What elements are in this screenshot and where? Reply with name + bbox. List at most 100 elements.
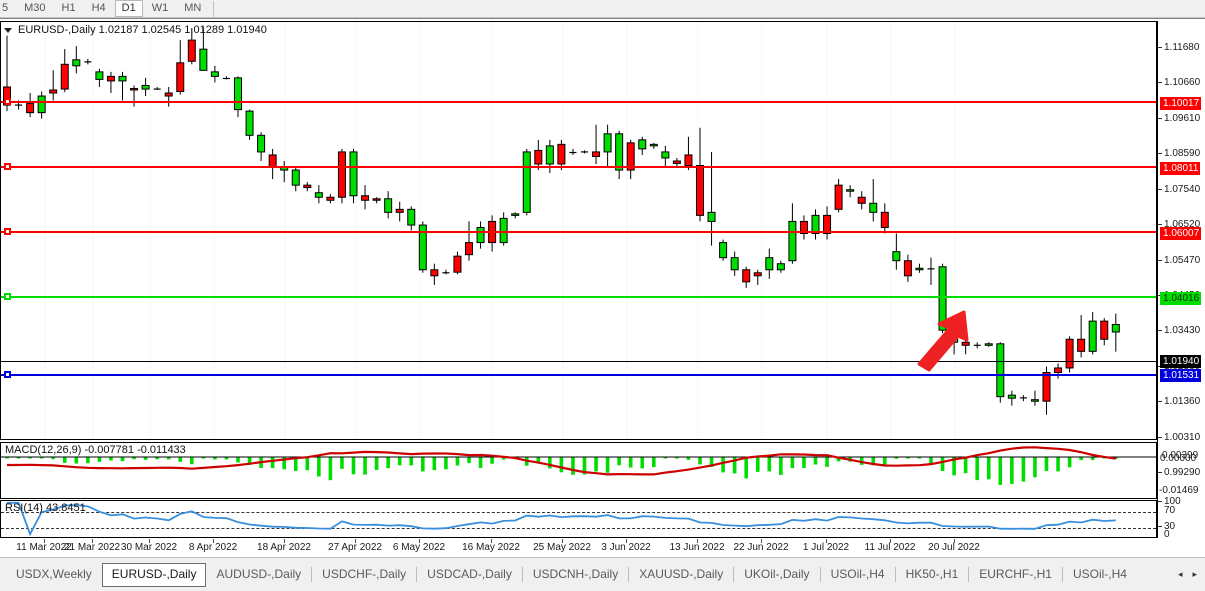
candlestick	[26, 93, 35, 118]
candlestick	[395, 201, 404, 222]
candlestick	[130, 85, 139, 107]
resistance-handle-1-10017[interactable]	[4, 98, 11, 105]
chart-tab-hk50-h1[interactable]: HK50-,H1	[905, 566, 959, 581]
candlestick	[1077, 315, 1086, 358]
candlestick	[499, 212, 508, 246]
chart-tab-usoil-h4-2[interactable]: USOil-,H4	[1072, 566, 1127, 581]
chart-area[interactable]: EURUSD-,Daily 1.02187 1.02545 1.01289 1.…	[0, 18, 1205, 540]
level-price-chip-support[interactable]: 1.04016	[1160, 292, 1202, 305]
macd-histogram-bar	[363, 457, 367, 475]
resistance-line-1-08011[interactable]	[1, 166, 1156, 168]
macd-histogram-bar	[675, 457, 679, 459]
candlestick	[927, 257, 935, 285]
resistance-handle-1-06007[interactable]	[4, 228, 11, 235]
timeframe-button-m30[interactable]: M30	[24, 2, 46, 14]
entry-handle-1-01531[interactable]	[4, 371, 11, 378]
price-tick: 1.11680	[1158, 42, 1199, 53]
chart-tab-eurusd-daily[interactable]: EURUSD-,Daily	[101, 562, 207, 587]
candlestick	[60, 49, 69, 93]
timeframe-button-h1[interactable]: H1	[61, 2, 76, 14]
candlestick	[1088, 312, 1097, 355]
resistance-line-1-06007[interactable]	[1, 231, 1156, 233]
candlestick	[603, 124, 612, 168]
chart-tab-xauusd-daily[interactable]: XAUUSD-,Daily	[639, 566, 724, 581]
candlestick	[476, 221, 485, 249]
candlestick	[581, 150, 588, 154]
candlestick	[742, 266, 751, 288]
macd-histogram-bar	[16, 457, 21, 459]
price-tick: 1.10660	[1158, 77, 1200, 88]
chart-tab-eurchf-h1[interactable]: EURCHF-,H1	[979, 566, 1052, 581]
candlestick	[672, 157, 681, 168]
macd-histogram-bar	[698, 457, 702, 465]
macd-panel[interactable]: MACD(12,26,9) -0.007781 -0.011433	[0, 442, 1157, 499]
macd-histogram-bar	[940, 457, 945, 471]
candlestick	[719, 239, 728, 261]
price-panel[interactable]: EURUSD-,Daily 1.02187 1.02545 1.01289 1.…	[0, 21, 1157, 440]
candlestick	[869, 179, 878, 222]
candlestick	[626, 139, 635, 180]
chart-tab-usdx-weekly[interactable]: USDX,Weekly	[16, 566, 92, 581]
macd-histogram-bar	[490, 457, 494, 464]
candlestick	[141, 77, 150, 97]
candlestick	[973, 342, 981, 349]
rsi-panel[interactable]: RSI(14) 43.8451	[0, 500, 1157, 538]
chart-tab-usdcnh-daily[interactable]: USDCNH-,Daily	[532, 566, 619, 581]
chart-tab-ukoil-daily[interactable]: UKOil-,Daily	[744, 566, 810, 581]
macd-histogram-bar	[883, 457, 887, 465]
timeframe-button-d1[interactable]: D1	[114, 0, 143, 17]
entry-price-chip[interactable]: 1.01531	[1160, 369, 1202, 382]
macd-histogram-bar	[51, 457, 55, 460]
entry-line-1-01531[interactable]	[1, 374, 1156, 376]
candlestick	[268, 148, 277, 180]
macd-histogram-bar	[686, 457, 691, 460]
candlestick	[430, 263, 439, 285]
chart-tab-audusd-daily[interactable]: AUDUSD-,Daily	[216, 566, 302, 581]
rsi-plot	[7, 501, 1116, 537]
tab-divider	[311, 567, 313, 582]
timeframe-button-w1[interactable]: W1	[151, 2, 169, 14]
resistance-line-1-10017[interactable]	[1, 101, 1156, 103]
support-handle-1-04016[interactable]	[4, 293, 11, 300]
chart-tab-usoil-h4[interactable]: USOil-,H4	[830, 566, 885, 581]
level-price-chip-resistance-1[interactable]: 1.10017	[1160, 97, 1202, 110]
chart-tab-usdchf-daily[interactable]: USDCHF-,Daily	[322, 566, 407, 581]
macd-histogram-bar	[1079, 457, 1083, 461]
level-price-chip-resistance-3[interactable]: 1.06007	[1160, 227, 1202, 240]
macd-histogram-bar	[305, 457, 310, 471]
timeframe-button-h4[interactable]: H4	[91, 2, 106, 14]
date-label: 16 May 2022	[462, 542, 520, 553]
date-label: 20 Jul 2022	[928, 542, 980, 553]
timeframe-button-m5[interactable]: 5	[2, 2, 9, 14]
date-tick	[44, 539, 45, 543]
timeframe-button-mn[interactable]: MN	[184, 2, 202, 14]
scroll-right-icon[interactable]: ▸	[1192, 569, 1197, 579]
macd-histogram-bar	[663, 457, 668, 459]
macd-histogram-bar	[998, 457, 1003, 485]
chart-tab-usdcad-daily[interactable]: USDCAD-,Daily	[427, 566, 512, 581]
macd-histogram-bar	[340, 457, 344, 469]
macd-histogram-bar	[39, 457, 44, 459]
macd-histogram-bar	[190, 457, 194, 465]
candlestick	[314, 185, 323, 204]
date-label: 11 Jul 2022	[864, 542, 916, 553]
macd-histogram-bar	[282, 457, 286, 470]
candlestick	[765, 248, 774, 279]
macd-histogram-bar	[779, 457, 783, 475]
macd-histogram-bar	[397, 457, 402, 466]
candlestick	[72, 46, 81, 74]
resistance-handle-1-08011[interactable]	[4, 163, 11, 170]
candlestick	[511, 212, 520, 219]
macd-legend: MACD(12,26,9) -0.007781 -0.011433	[5, 444, 186, 456]
chart-legend[interactable]: EURUSD-,Daily 1.02187 1.02545 1.01289 1.…	[4, 24, 267, 36]
candlestick	[846, 185, 855, 198]
scroll-left-icon[interactable]: ◂	[1177, 569, 1183, 579]
level-price-chip-resistance-2[interactable]: 1.08011	[1160, 162, 1201, 175]
chevron-down-icon[interactable]	[4, 27, 12, 33]
macd-histogram-bar	[836, 457, 841, 462]
tab-divider	[894, 567, 896, 582]
candlestick	[534, 139, 543, 171]
support-line-1-04016[interactable]	[1, 296, 1156, 298]
candlestick	[488, 215, 497, 252]
price-axis[interactable]: 1.11680 1.10660 1.09610 1.08590 1.07540 …	[1157, 21, 1205, 540]
